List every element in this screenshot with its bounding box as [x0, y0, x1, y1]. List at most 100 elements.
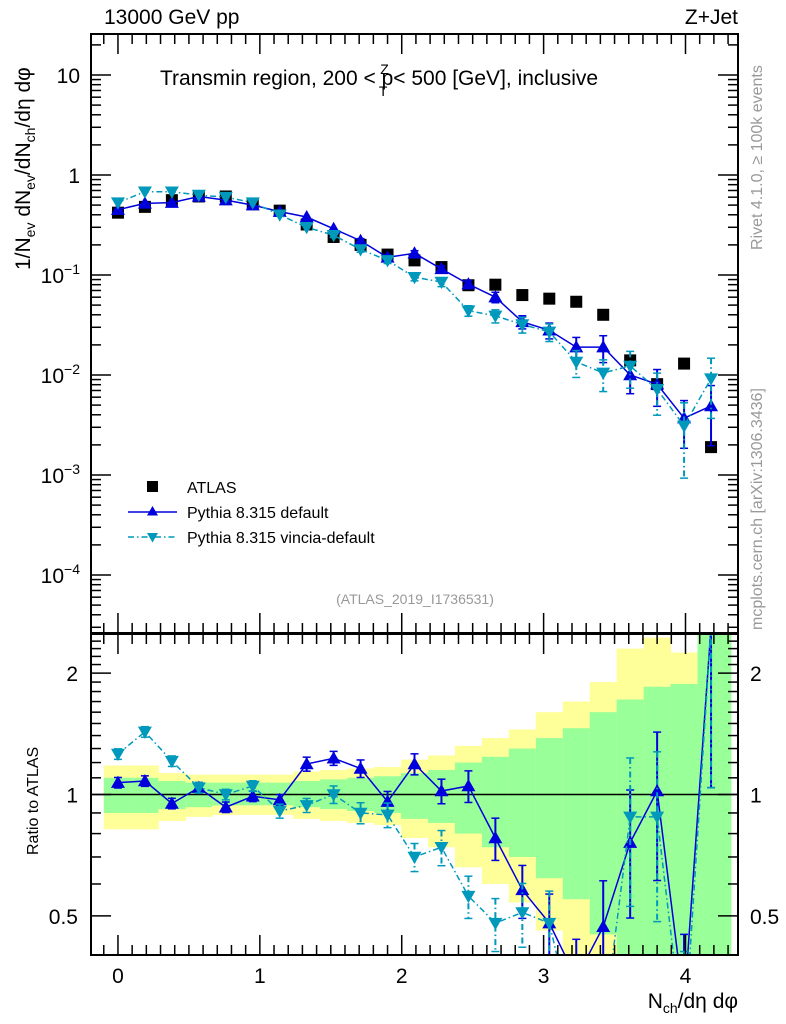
ylabel-sub: ev — [22, 223, 38, 238]
ratio-vincia-point — [380, 809, 395, 822]
ratio-vincia-point — [623, 811, 638, 824]
vincia-data-point — [542, 326, 557, 339]
default-data-point — [407, 246, 422, 259]
ylabel-part: /dN — [12, 142, 35, 175]
atlas-data-point — [705, 441, 718, 454]
default-data-point — [164, 195, 179, 208]
ratio-default-point — [137, 774, 152, 787]
ylabel-sub: ev — [22, 175, 38, 190]
inner-band-bin — [670, 683, 699, 955]
header-right: Z+Jet — [685, 6, 738, 29]
x-tick-label: 2 — [396, 965, 408, 988]
main-y-tick-label: 10−3 — [41, 461, 81, 488]
title-text-pre: Transmin region, 200 < p — [160, 67, 393, 90]
ratio-vincia-point — [218, 789, 233, 802]
x-tick-label: 3 — [538, 965, 550, 988]
default-data-point — [434, 261, 449, 275]
vincia-data-point — [704, 373, 719, 386]
ratio-vincia-point — [272, 805, 287, 819]
legend-marker-default — [147, 506, 158, 516]
inner-band-bin — [401, 773, 429, 819]
ratio-y-axis-label: Ratio to ATLAS — [25, 747, 42, 855]
ratio-default-point — [272, 792, 287, 806]
vincia-data-point — [245, 197, 260, 210]
vincia-data-point — [650, 384, 665, 397]
ratio-default-point — [353, 761, 368, 774]
vincia-data-point — [380, 255, 395, 268]
ratio-default-point — [407, 757, 422, 770]
ratio-vincia-point — [488, 917, 503, 931]
main-y-tick-label: 1 — [68, 165, 80, 188]
ratio-vincia-point — [299, 800, 314, 813]
default-data-point — [461, 277, 476, 290]
atlas-data-point — [597, 308, 610, 321]
ratio-vincia-point — [542, 917, 557, 931]
x-tick-label: 0 — [112, 965, 124, 988]
main-line-default — [117, 195, 712, 420]
ratio-vincia-point — [245, 780, 260, 793]
ylabel-part: /dη dφ — [12, 67, 35, 127]
default-data-point — [137, 196, 152, 209]
main-y-tick-label: 10 — [57, 65, 80, 88]
title-sub: T — [379, 83, 388, 99]
ratio-y-tick-label-right: 1 — [750, 785, 762, 808]
main-y-axis-label: 1/Nev dNev/dNch/dη dφ — [12, 67, 38, 270]
inner-band-bin — [508, 748, 537, 857]
ylabel-part: 1/N — [12, 237, 35, 270]
x-tick-label: 4 — [680, 965, 692, 988]
vincia-data-point — [110, 197, 125, 210]
ratio-default-point — [380, 794, 395, 807]
analysis-watermark: (ATLAS_2019_I1736531) — [336, 591, 494, 607]
atlas-data-point — [408, 254, 421, 267]
main-y-tick-label: 10−4 — [41, 561, 81, 588]
ratio-vincia-point — [353, 807, 368, 820]
vincia-data-point — [623, 360, 638, 374]
ratio-default-point — [326, 751, 341, 764]
ratio-default-point — [704, 620, 718, 632]
main-y-tick-label: 10−2 — [41, 361, 81, 388]
ratio-default-point — [434, 784, 449, 797]
ratio-vincia-point — [164, 755, 179, 769]
ratio-line-vincia — [117, 634, 712, 955]
title-text-post: < 500 [GeV], inclusive — [387, 67, 598, 90]
xlabel-sub: ch — [663, 1000, 678, 1016]
xlabel-part: /dη dφ — [678, 990, 738, 1013]
ylabel-part: dN — [12, 190, 35, 223]
ratio-default-point — [488, 831, 503, 844]
default-data-point — [353, 233, 368, 247]
vincia-data-point — [596, 367, 611, 380]
vincia-data-point — [299, 222, 314, 235]
ratio-default-point — [110, 775, 125, 788]
ratio-vincia-point — [137, 726, 152, 739]
ylabel-sub: ch — [22, 128, 38, 143]
atlas-data-point — [516, 289, 529, 302]
legend: ATLAS Pythia 8.315 default Pythia 8.315 … — [128, 480, 375, 547]
plot-title: Transmin region, 200 < pZ T < 500 [GeV], … — [160, 61, 598, 99]
main-axes: 10 1 10−1 10−2 10−3 10−4 — [41, 33, 739, 634]
atlas-data-point — [678, 357, 691, 370]
ratio-vincia-point — [326, 789, 341, 802]
mcplots-label: mcplots.cern.ch [arXiv:1306.3436] — [749, 388, 766, 630]
x-axis-label: Nch/dη dφ — [648, 990, 738, 1016]
default-data-point — [704, 398, 719, 412]
ratio-series-layer — [110, 620, 718, 955]
ratio-y-tick-label: 2 — [66, 663, 78, 686]
vincia-data-point — [488, 310, 503, 323]
ratio-y-tick-label: 0.5 — [49, 906, 78, 929]
ratio-vincia-point — [407, 851, 422, 864]
ratio-default-point — [299, 757, 314, 770]
ratio-y-tick-label-right: 0.5 — [750, 906, 779, 929]
ratio-vincia-point — [650, 811, 665, 824]
ratio-vincia-point — [110, 748, 125, 762]
ratio-vincia-point — [515, 907, 530, 920]
ratio-axes: 2 2 1 1 0.5 0.5 0 1 2 3 4 — [49, 633, 779, 988]
vincia-data-point — [326, 229, 341, 243]
ratio-vincia-point — [461, 890, 476, 904]
default-data-point — [488, 290, 503, 303]
legend-label-vincia: Pythia 8.315 vincia-default — [187, 530, 375, 547]
vincia-data-point — [353, 244, 368, 257]
atlas-data-point — [570, 295, 583, 308]
ratio-default-point — [461, 778, 476, 792]
vincia-data-point — [434, 276, 449, 290]
